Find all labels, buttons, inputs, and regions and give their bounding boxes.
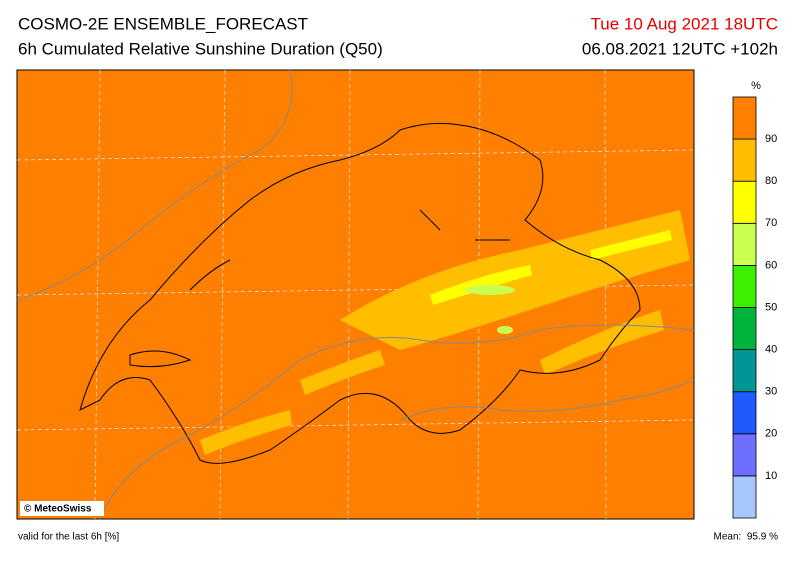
subtitle: 6h Cumulated Relative Sunshine Duration … <box>18 39 383 58</box>
colorbar: % 10 20 30 40 50 60 70 80 90 <box>732 80 777 519</box>
run-time: 06.08.2021 12UTC +102h <box>582 39 778 58</box>
title: COSMO-2E ENSEMBLE_FORECAST <box>18 14 308 33</box>
mid-sun-areas <box>430 230 672 305</box>
mean-value: Mean: 95.9 % <box>714 532 779 543</box>
regional-borders <box>16 69 695 520</box>
footer-note: valid for the last 6h [%] <box>18 532 119 543</box>
credit-box <box>20 501 104 516</box>
colorbar-box <box>732 475 757 519</box>
colorbar-label: 60 <box>765 259 777 271</box>
colorbar-box <box>732 222 757 266</box>
low-sun-areas <box>465 285 515 334</box>
valid-time: Tue 10 Aug 2021 18UTC <box>591 14 778 33</box>
map-field <box>16 69 695 520</box>
colorbar-box <box>732 307 757 350</box>
colorbar-label: 70 <box>765 217 777 229</box>
colorbar-box <box>732 349 757 393</box>
country-border <box>79 122 641 464</box>
colorbar-label: 10 <box>765 470 777 482</box>
colorbar-label: 50 <box>765 301 777 313</box>
colorbar-label: 30 <box>765 386 777 398</box>
colorbar-label: 90 <box>765 133 777 145</box>
colorbar-box <box>732 264 757 308</box>
colorbar-box <box>732 96 757 140</box>
colorbar-label: 80 <box>765 175 777 187</box>
credit: © MeteoSwiss <box>24 504 92 515</box>
high-sun-areas <box>200 210 690 455</box>
colorbar-box <box>732 391 757 435</box>
colorbar-label: 20 <box>765 428 777 440</box>
map: © MeteoSwiss <box>16 69 695 520</box>
colorbar-box <box>732 180 757 224</box>
colorbar-unit: % <box>751 80 761 92</box>
colorbar-box <box>732 138 757 182</box>
colorbar-label: 40 <box>765 344 777 356</box>
colorbar-box <box>732 433 757 477</box>
